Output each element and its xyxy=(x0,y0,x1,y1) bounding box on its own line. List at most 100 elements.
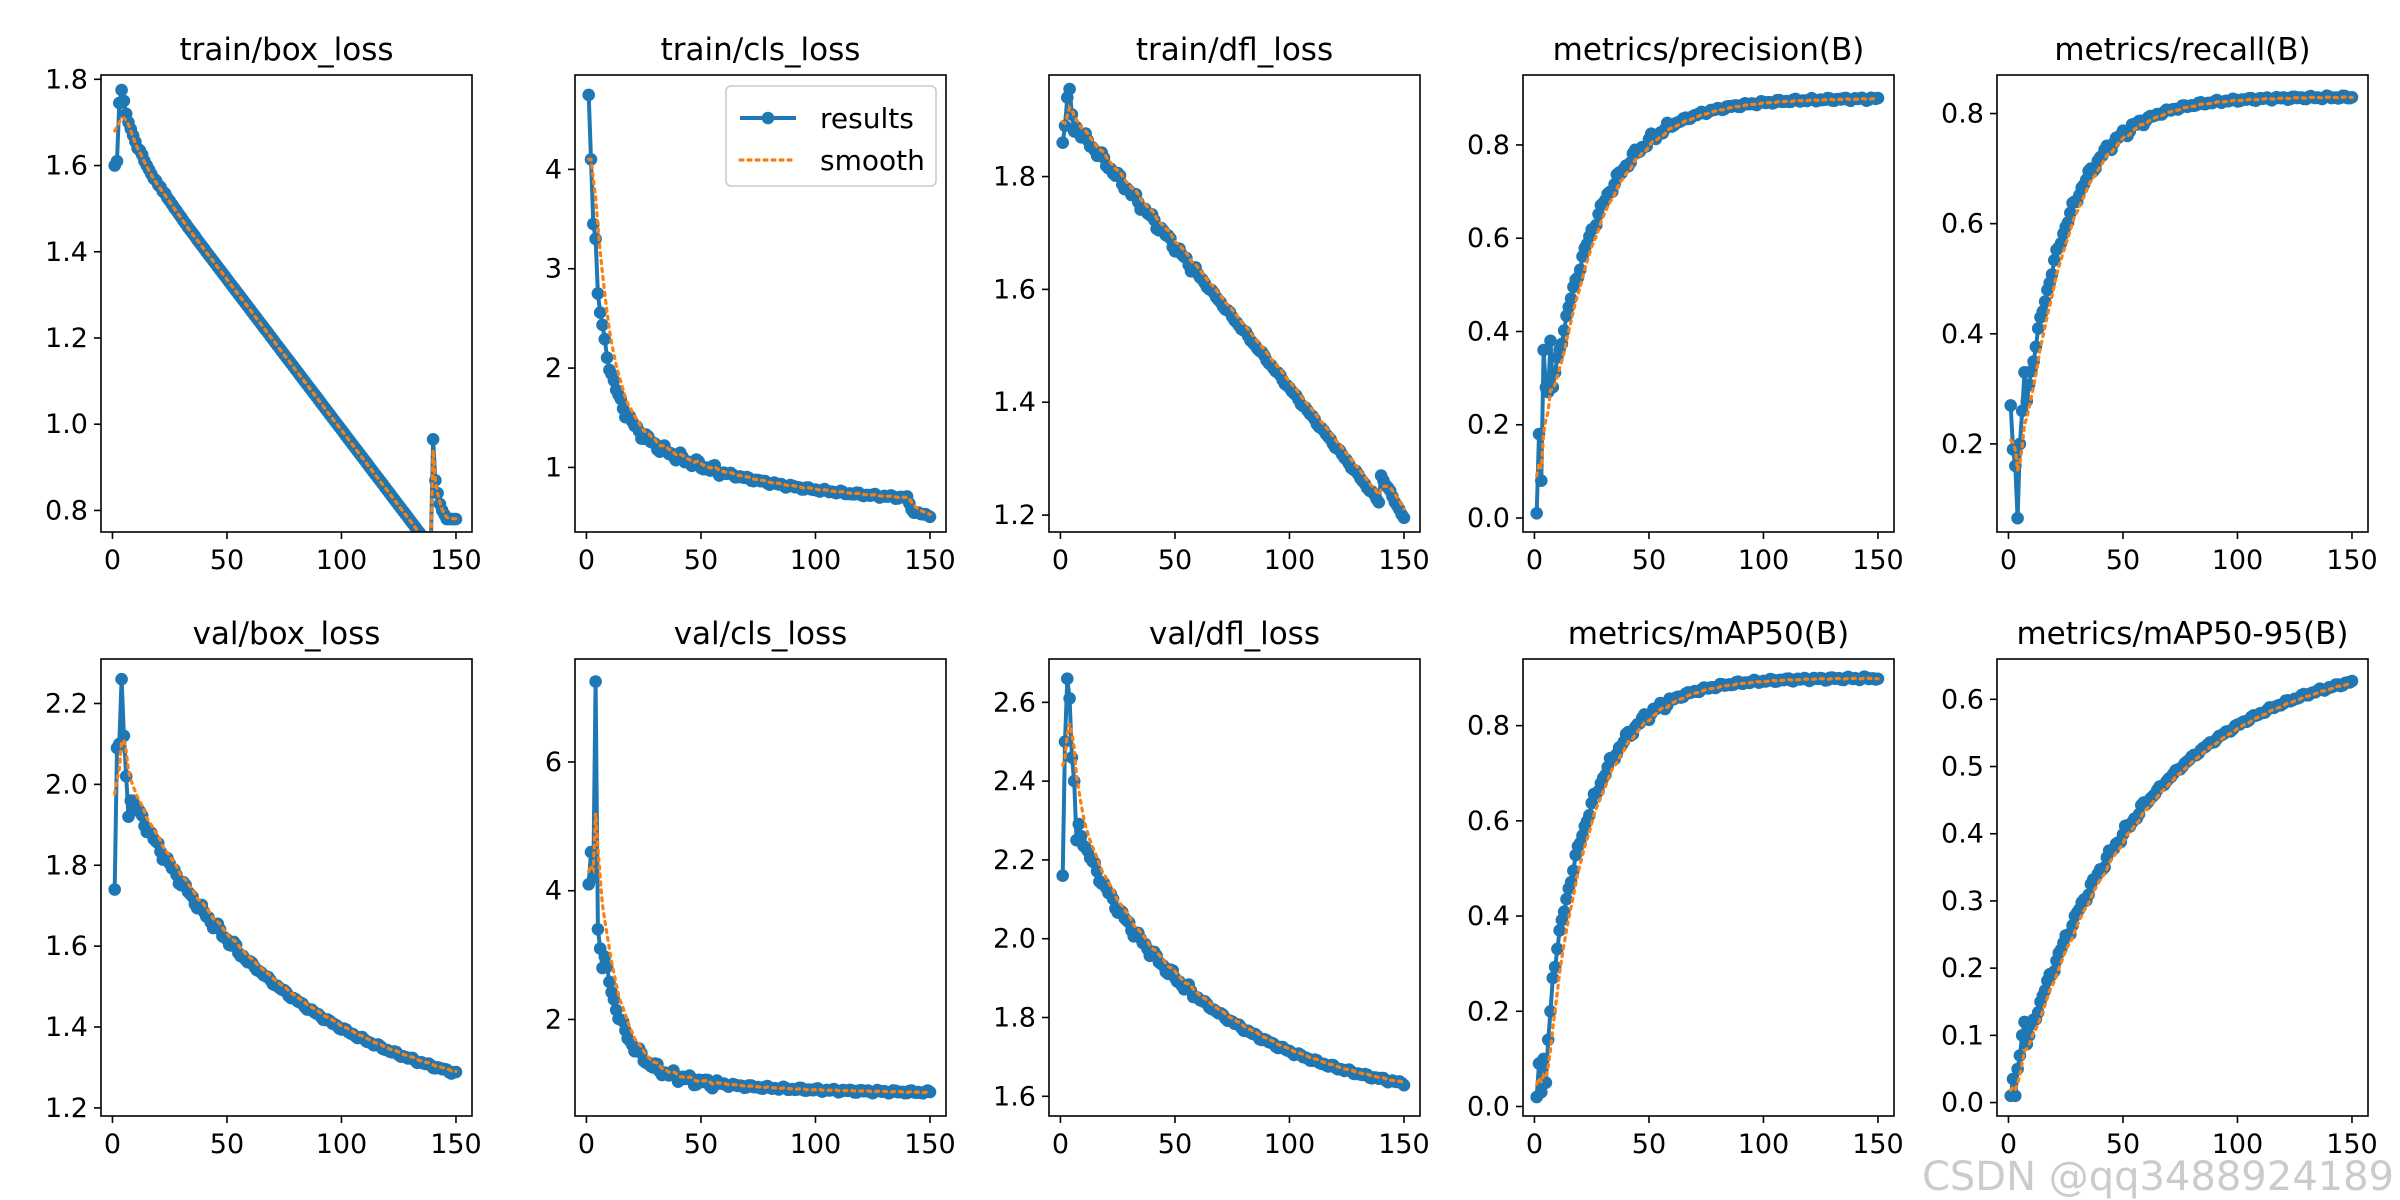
plot-area xyxy=(1056,82,1411,525)
panel-title: train/cls_loss xyxy=(661,32,861,68)
results-line xyxy=(112,88,456,532)
plot-area xyxy=(1530,91,1885,520)
y-tick-label: 1.2 xyxy=(45,1093,88,1124)
legend-results-marker xyxy=(761,111,775,125)
results-point xyxy=(1074,829,1088,843)
x-tick-label: 100 xyxy=(790,1129,842,1160)
x-tick-label: 150 xyxy=(904,545,956,576)
results-point xyxy=(2054,236,2068,250)
legend-box xyxy=(725,85,937,187)
plot-area xyxy=(582,88,937,524)
y-tick-label: 0.6 xyxy=(1941,209,1984,240)
x-tick-label: 100 xyxy=(316,1129,368,1160)
y-tick-label: 0.8 xyxy=(1941,99,1984,130)
x-tick-label: 0 xyxy=(2000,1129,2017,1160)
x-tick-label: 150 xyxy=(1852,545,1904,576)
legend: results smooth xyxy=(725,85,937,187)
y-tick-label: 0.4 xyxy=(1941,319,1984,350)
results-point xyxy=(589,675,602,688)
panel-title: metrics/recall(B) xyxy=(2054,32,2310,68)
x-tick-label: 0 xyxy=(2000,545,2017,576)
results-point xyxy=(2004,399,2017,412)
results-point xyxy=(598,332,612,346)
results-point xyxy=(591,923,605,936)
y-tick-label: 1.2 xyxy=(993,500,1036,531)
x-tick-label: 0 xyxy=(104,1129,121,1160)
results-point xyxy=(418,532,431,545)
x-tick-label: 50 xyxy=(1158,1129,1192,1160)
results-point xyxy=(1574,263,1587,277)
x-tick-label: 50 xyxy=(684,545,718,576)
x-tick-label: 150 xyxy=(2326,545,2378,576)
y-tick-label: 0.6 xyxy=(1467,806,1510,837)
results-point xyxy=(598,950,612,963)
y-tick-label: 0.4 xyxy=(1941,819,1984,850)
x-tick-label: 0 xyxy=(104,545,121,576)
results-point xyxy=(1548,960,1562,974)
results-line xyxy=(112,677,457,1076)
results-point xyxy=(117,94,131,108)
smooth-line xyxy=(1061,104,1406,511)
results-point xyxy=(2015,404,2029,418)
x-tick-label: 50 xyxy=(210,1129,244,1160)
y-tick-label: 0.6 xyxy=(1467,223,1510,254)
results-point xyxy=(2038,295,2052,308)
x-tick-label: 50 xyxy=(684,1129,718,1160)
results-point xyxy=(591,287,605,300)
results-point xyxy=(1537,1052,1550,1066)
results-line xyxy=(1060,87,1406,519)
x-tick-label: 50 xyxy=(210,545,244,576)
smooth-line xyxy=(1535,676,1880,1087)
plot-area xyxy=(582,675,937,1100)
y-tick-label: 2.0 xyxy=(45,769,88,800)
results-point xyxy=(115,672,128,686)
x-tick-label: 0 xyxy=(578,545,595,576)
panel-title: train/box_loss xyxy=(179,32,393,68)
results-point xyxy=(587,871,600,885)
results-point xyxy=(2031,322,2045,335)
smooth-line xyxy=(113,737,458,1074)
axes-frame xyxy=(1996,74,2369,533)
x-tick-label: 100 xyxy=(1738,1129,1790,1160)
panel-metrics-recall-b: metrics/recall(B) 0 50 100 150 0.2 0.4 0.6 0.8 xyxy=(1941,32,2378,576)
y-tick-label: 0.2 xyxy=(1941,429,1984,460)
y-tick-label: 2 xyxy=(545,353,562,384)
y-tick-label: 1.8 xyxy=(45,64,88,95)
x-tick-label: 150 xyxy=(2326,1129,2378,1160)
plot-area xyxy=(108,83,463,545)
results-point xyxy=(1530,507,1543,520)
x-tick-label: 0 xyxy=(1526,545,1543,576)
results-point xyxy=(1063,82,1076,96)
results-point xyxy=(1537,343,1550,357)
y-tick-label: 2.2 xyxy=(993,845,1036,876)
results-point xyxy=(1372,496,1386,509)
results-point xyxy=(607,374,621,387)
x-tick-label: 0 xyxy=(1052,1129,1069,1160)
y-tick-label: 1.4 xyxy=(45,237,88,268)
panel-title: val/box_loss xyxy=(193,616,381,652)
y-tick-label: 1.8 xyxy=(45,850,88,881)
y-tick-label: 1.8 xyxy=(993,162,1036,193)
results-point xyxy=(1557,324,1571,337)
axes-frame xyxy=(1522,74,1895,533)
x-tick-label: 150 xyxy=(430,1129,482,1160)
smooth-line xyxy=(587,157,932,517)
results-point xyxy=(117,729,131,743)
y-tick-label: 0.2 xyxy=(1941,953,1984,984)
results-point xyxy=(1397,511,1411,525)
panel-val-cls-loss: val/cls_loss 0 50 100 150 2 4 6 xyxy=(545,616,956,1160)
y-tick-label: 2.4 xyxy=(993,766,1036,797)
results-point xyxy=(2038,984,2052,997)
x-tick-label: 100 xyxy=(316,545,368,576)
y-tick-label: 1.4 xyxy=(45,1012,88,1043)
panel-train-dfl-loss: train/dfl_loss 0 50 100 150 1.2 1.4 1.6 1.8 xyxy=(993,32,1430,576)
legend-smooth-label: smooth xyxy=(820,144,925,177)
results-point xyxy=(2022,1029,2036,1042)
axes-frame xyxy=(100,658,473,1117)
y-tick-label: 0.6 xyxy=(1941,684,1984,715)
axes-frame xyxy=(1048,74,1421,533)
smooth-line xyxy=(113,116,458,532)
legend-results-label: results xyxy=(820,102,914,135)
results-point xyxy=(122,810,135,823)
panel-title: metrics/mAP50(B) xyxy=(1568,616,1849,652)
